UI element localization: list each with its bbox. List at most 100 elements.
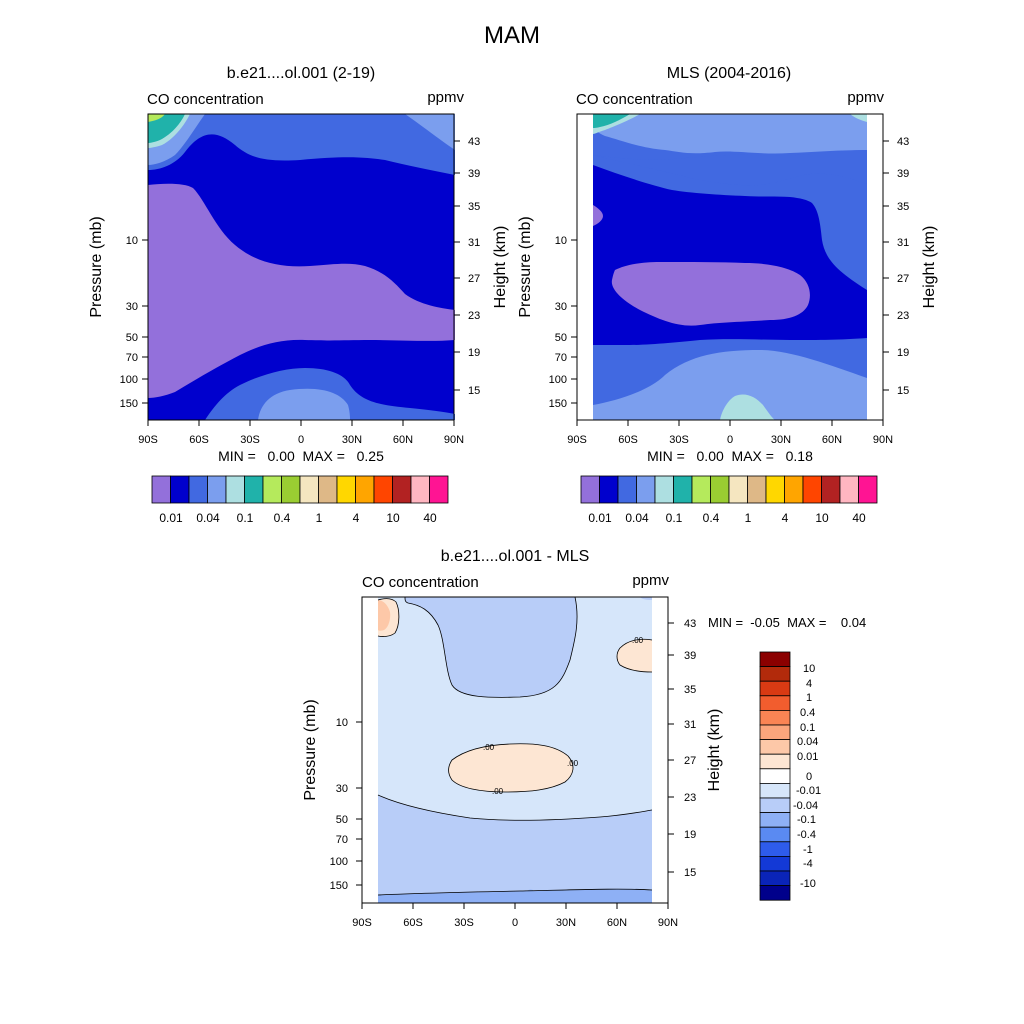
x-tick-label: 30S [669,434,689,446]
colorbar-swatch [429,475,449,504]
y-tick-label: 10 [126,235,138,247]
height-axis-ticks: 43 39 35 31 27 23 19 15 [454,136,480,397]
colorbar-swatch [617,475,637,504]
contour-label-group: .00 .00 .00 .00 [483,636,644,796]
y-axis-ticks: 10 30 50 70 100 150 [120,235,148,410]
height-tick-label: 23 [684,792,696,804]
colorbar-swatch [759,739,791,755]
colorbar-label: -4 [803,858,813,870]
contour-fill [148,114,455,420]
colorbar-swatch [821,475,841,504]
colorbar-label: 0.1 [666,511,683,525]
y-tick-label: 30 [126,301,138,313]
figure-title: MAM [484,22,540,49]
y-axis-ticks: 10 30 50 70 100 150 [330,717,362,892]
y-axis-label: Pressure (mb) [88,216,105,317]
x-tick-label: 0 [727,434,733,446]
colorbar-swatch [784,475,804,504]
colorbar-label: 0.01 [588,511,612,525]
left-title: CO concentration [576,91,693,108]
colorbar-swatch [281,475,301,504]
colorbar-label: 0.04 [797,736,818,748]
min-max-text: MIN = 0.00 MAX = 0.25 [218,448,384,464]
colorbar-label: 10 [386,511,400,525]
units-label: ppmv [847,89,884,106]
height-tick-label: 43 [684,618,696,630]
height-tick-label: 31 [684,719,696,731]
colorbar-label: 4 [353,511,360,525]
colorbar-swatch [759,680,791,697]
colorbar-label: 0 [806,771,812,783]
y-tick-label: 70 [126,352,138,364]
height-tick-label: 23 [897,310,909,322]
height-axis-label: Height (km) [492,226,509,309]
colorbar-swatch [759,724,791,741]
panel-title: b.e21....ol.001 - MLS [441,548,590,565]
height-tick-label: 35 [468,201,480,213]
y-tick-label: 50 [336,814,348,826]
colorbar-swatch [636,475,656,504]
height-tick-label: 19 [684,829,696,841]
colorbar-swatch [188,475,208,504]
height-tick-label: 35 [684,684,696,696]
y-tick-label: 70 [555,352,567,364]
height-axis-label: Height (km) [706,709,723,792]
height-axis-ticks: 43 39 35 31 27 23 19 15 [668,618,696,879]
colorbar-label: 4 [806,678,812,690]
height-tick-label: 39 [897,168,909,180]
difference-panel: b.e21....ol.001 - MLS CO concentration p… [302,548,866,929]
left-title: CO concentration [362,574,479,591]
panel-title: b.e21....ol.001 (2-19) [227,65,376,82]
y-tick-label: 100 [330,856,348,868]
colorbar-swatch [336,475,356,504]
colorbar-swatch [759,753,791,770]
colorbar-label: 1 [316,511,323,525]
y-tick-label: 150 [330,880,348,892]
contour-fill [593,114,867,420]
colorbar-label: -0.01 [796,785,821,797]
x-tick-label: 60S [403,917,423,929]
y-tick-label: 30 [336,783,348,795]
colorbar-swatch [580,475,600,504]
colorbar-swatch [765,475,785,504]
colorbar-swatch [299,475,319,504]
colorbar-swatch [225,475,245,504]
colorbar-swatch [410,475,430,504]
colorbar-swatch [759,783,791,799]
y-tick-label: 30 [555,301,567,313]
colorbar-swatch [759,885,791,901]
colorbar: 10 4 1 0.4 0.1 0.04 0.01 0 -0.01 -0.04 -… [759,651,821,901]
x-axis-ticks: 90S 60S 30S 0 30N 60N 90N [567,420,893,446]
colorbar: 0.01 0.04 0.1 0.4 1 4 10 40 [151,475,449,525]
colorbar-swatch [710,475,730,504]
height-tick-label: 43 [897,136,909,148]
x-tick-label: 60S [189,434,209,446]
height-tick-label: 15 [897,385,909,397]
colorbar: 0.01 0.04 0.1 0.4 1 4 10 40 [580,475,878,525]
contour-fill [378,597,652,903]
x-tick-label: 30S [454,917,474,929]
contour-label: .00 [492,787,504,796]
colorbar-swatch [759,841,791,857]
units-label: ppmv [427,89,464,106]
colorbar-swatch [151,475,171,504]
y-tick-label: 10 [336,717,348,729]
colorbar-label: 1 [806,692,812,704]
y-tick-label: 50 [126,332,138,344]
height-tick-label: 43 [468,136,480,148]
contour-label: .00 [632,636,644,645]
units-label: ppmv [632,572,669,589]
min-max-text: MIN = -0.05 MAX = 0.04 [708,615,866,630]
colorbar-label: -0.4 [797,829,816,841]
colorbar-swatch [207,475,227,504]
colorbar-label: 1 [745,511,752,525]
x-tick-label: 30N [771,434,791,446]
colorbar-swatch [759,797,791,814]
colorbar-swatch [759,826,791,843]
contour-label: .00 [483,743,495,752]
colorbar-label: 0.04 [625,511,649,525]
x-axis-ticks: 90S 60S 30S 0 30N 60N 90N [352,903,678,929]
colorbar-swatch [759,856,791,872]
y-tick-label: 100 [120,374,138,386]
height-tick-label: 31 [468,237,480,249]
